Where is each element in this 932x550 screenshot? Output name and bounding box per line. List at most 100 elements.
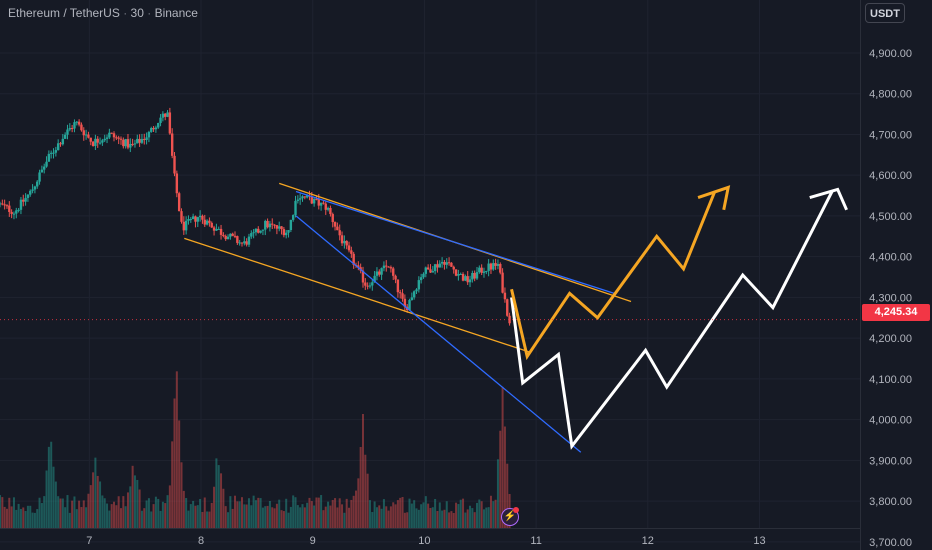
- candle-body: [322, 202, 325, 204]
- volume-bar: [338, 498, 341, 528]
- candle-body: [133, 143, 137, 145]
- volume-bar: [496, 459, 499, 528]
- currency-button[interactable]: USDT: [865, 3, 905, 23]
- candle-body: [33, 186, 37, 190]
- volume-bar: [159, 510, 162, 528]
- candle-body: [303, 196, 307, 198]
- volume-bar: [289, 506, 292, 528]
- candle-body: [294, 200, 297, 216]
- candle-body: [506, 299, 509, 316]
- volume-bar: [480, 501, 483, 528]
- volume-bar: [71, 500, 74, 528]
- volume-bar: [413, 500, 416, 528]
- volume-bar: [450, 511, 453, 528]
- volume-bar: [15, 509, 18, 528]
- volume-bar: [50, 441, 53, 528]
- candle-body: [215, 228, 218, 231]
- volume-bar: [506, 463, 509, 528]
- candle-body: [473, 272, 476, 279]
- candle-body: [452, 266, 455, 270]
- volume-bar: [8, 497, 11, 528]
- volume-bar: [185, 498, 188, 528]
- volume-bar: [40, 503, 43, 528]
- candle-body: [47, 153, 51, 162]
- y-tick-label: 3,900.00: [869, 455, 912, 467]
- volume-bar: [82, 500, 85, 528]
- volume-bar: [133, 475, 136, 528]
- volume-bar: [108, 510, 111, 528]
- x-axis[interactable]: 7 8 9 10 11 12 13: [0, 528, 860, 548]
- candle-body: [501, 272, 504, 293]
- volume-bar: [280, 510, 283, 528]
- candle-body: [333, 222, 337, 227]
- last-price-tag: 4,245.34: [862, 304, 930, 321]
- y-tick-label: 4,100.00: [869, 374, 912, 386]
- candle-body: [40, 169, 44, 173]
- interval-label[interactable]: 30: [130, 6, 144, 20]
- candle-body: [447, 262, 451, 264]
- volume-bar: [136, 479, 139, 528]
- candle-body: [210, 222, 213, 228]
- candle-body: [61, 138, 65, 145]
- volume-bar: [201, 511, 204, 528]
- candle-body: [394, 275, 397, 280]
- volume-bar: [259, 498, 262, 528]
- candle-body: [129, 143, 132, 148]
- symbol-name: Ethereum / TetherUS: [8, 6, 120, 20]
- candle-body: [101, 140, 104, 143]
- volume-bar: [462, 498, 465, 528]
- volume-bar: [278, 499, 281, 528]
- volume-bar: [466, 509, 469, 528]
- volume-bar: [310, 501, 313, 528]
- volume-bar: [119, 508, 122, 528]
- candle-body: [224, 236, 227, 240]
- candle-body: [340, 235, 344, 244]
- candle-body: [487, 263, 490, 272]
- candle-body: [191, 216, 195, 220]
- volume-bar: [215, 458, 218, 528]
- volume-bar: [378, 505, 381, 528]
- candle-body: [364, 282, 367, 286]
- candle-body: [289, 219, 293, 231]
- candle-body: [338, 230, 341, 236]
- volume-bar: [229, 496, 232, 528]
- candle-body: [136, 138, 139, 144]
- y-tick-label: 4,400.00: [869, 252, 912, 264]
- volume-bar: [296, 505, 299, 528]
- volume-bar: [324, 506, 327, 528]
- volume-bar: [199, 499, 202, 528]
- volume-bar: [503, 426, 506, 528]
- candle-body: [152, 127, 155, 130]
- candle-body: [24, 197, 27, 202]
- volume-bar: [47, 446, 50, 528]
- candle-body: [350, 250, 353, 254]
- trend-drawings[interactable]: [184, 182, 848, 453]
- candle-body: [12, 213, 16, 215]
- volume-bar: [389, 506, 392, 528]
- orange-projection-arrowhead: [697, 185, 731, 211]
- volume-bar: [17, 503, 20, 528]
- volume-bar: [143, 508, 146, 528]
- candle-body: [94, 138, 97, 146]
- candle-body: [264, 220, 267, 230]
- y-axis[interactable]: 3,700.00 3,800.00 3,900.00 4,000.00 4,100.00…: [860, 0, 913, 550]
- volume-bar: [350, 499, 353, 528]
- volume-bar: [166, 495, 169, 528]
- volume-bar: [73, 496, 76, 528]
- volume-bar: [487, 507, 490, 528]
- candle-body: [31, 189, 34, 191]
- volume-bar: [445, 501, 448, 528]
- volume-bar: [220, 473, 223, 528]
- volume-bar: [24, 511, 27, 528]
- x-tick-label: 10: [418, 535, 430, 547]
- candle-body: [285, 232, 288, 236]
- candle-body: [80, 124, 83, 131]
- candle-body: [147, 131, 151, 138]
- candle-body: [112, 133, 116, 138]
- candle-body: [343, 240, 346, 244]
- volume-bar: [124, 506, 127, 528]
- volume-bar: [57, 496, 60, 528]
- chart-title: Ethereum / TetherUS · 30 · Binance: [8, 6, 198, 20]
- candle-body: [236, 236, 239, 243]
